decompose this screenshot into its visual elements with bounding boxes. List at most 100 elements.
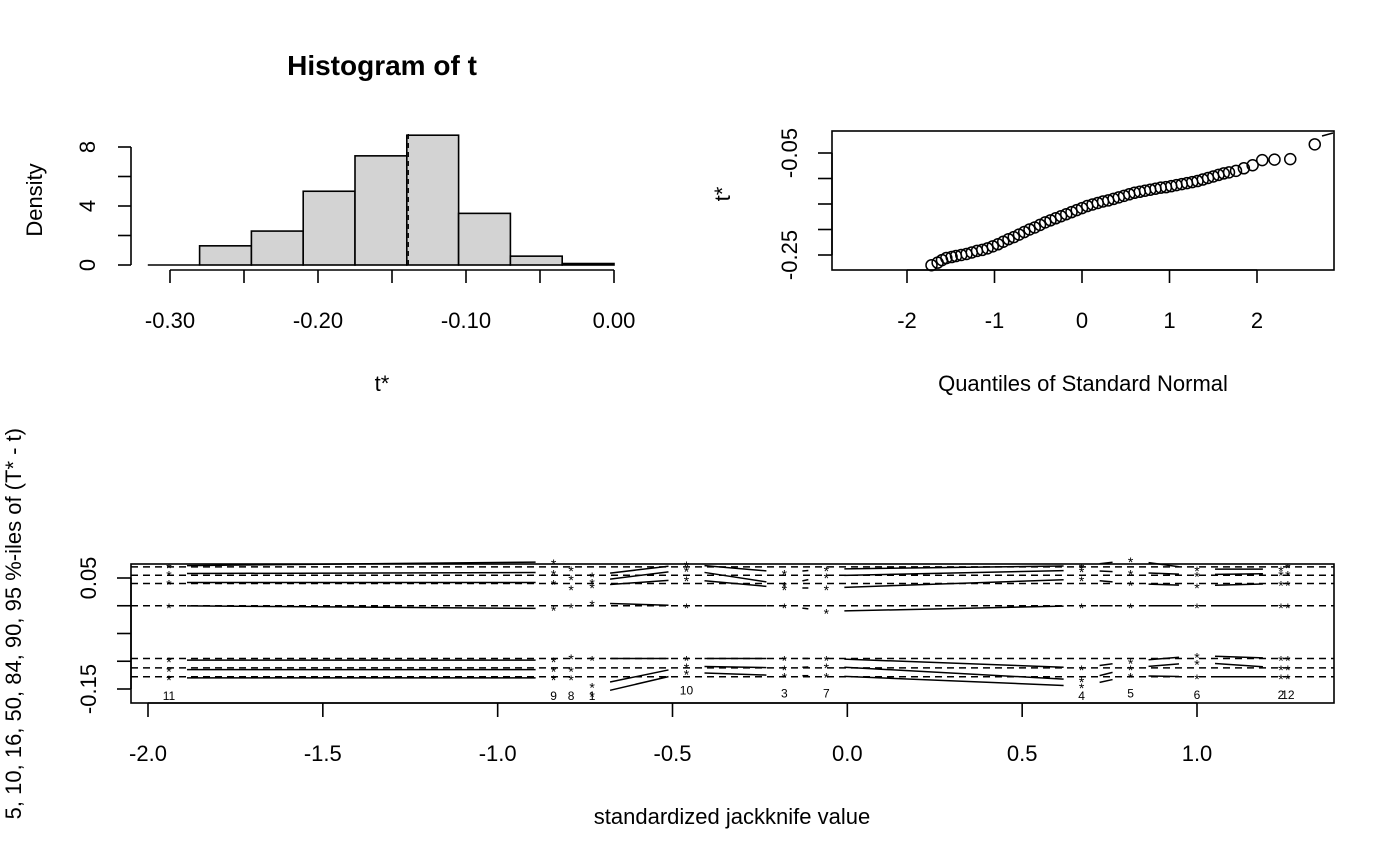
- qq-point: [1229, 164, 1243, 178]
- jackknife-quantile-star: *: [1278, 662, 1284, 678]
- jackknife-quantile-star: *: [589, 580, 595, 596]
- jackknife-quantile-star: *: [684, 564, 690, 580]
- jackknife-quantile-line: [1099, 561, 1113, 565]
- qq-point: [1321, 132, 1334, 137]
- jackknife-quantile-star: *: [684, 666, 690, 682]
- qq-points: [925, 132, 1334, 272]
- jackknife-quantile-star: *: [1079, 680, 1085, 696]
- jackknife-x-tick-label: 0.0: [832, 741, 863, 766]
- jackknife-quantile-star: *: [1278, 568, 1284, 584]
- jackknife-quantile-star: *: [1128, 578, 1134, 594]
- jackknife-quantile-star: *: [568, 664, 574, 680]
- qq-point: [1246, 158, 1259, 172]
- qq-plot-frame: [831, 130, 1335, 271]
- jackknife-observation-label: 5: [1127, 687, 1134, 701]
- jackknife-quantile-star: *: [1079, 564, 1085, 580]
- jackknife-y-tick-label: 0.05: [76, 557, 101, 600]
- jackknife-quantile-star: *: [1194, 600, 1200, 616]
- jackknife-quantile-star: *: [1278, 563, 1284, 579]
- jackknife-quantile-line: [704, 571, 767, 583]
- jackknife-quantile-star: *: [551, 603, 557, 619]
- jackknife-quantile-star: *: [1128, 600, 1134, 616]
- histogram-bar: [302, 190, 356, 266]
- jackknife-y-tick-label: -0.15: [76, 664, 101, 714]
- jackknife-quantile-star: *: [824, 605, 830, 621]
- jackknife-quantile-line: [609, 571, 669, 580]
- jackknife-observation-label: 7: [823, 687, 830, 701]
- jackknife-quantile-star: *: [1128, 554, 1134, 570]
- jackknife-quantile-star: *: [824, 670, 830, 686]
- jackknife-quantile-line: [704, 672, 767, 676]
- histogram-x-tick-label: 0.00: [593, 308, 636, 333]
- jackknife-quantile-star: *: [551, 654, 557, 670]
- jackknife-quantile-star: *: [568, 572, 574, 588]
- jackknife-quantile-line: [1214, 662, 1263, 668]
- jackknife-quantile-star: *: [166, 560, 172, 576]
- qq-point: [1049, 212, 1062, 225]
- qq-point: [1002, 232, 1015, 246]
- jackknife-observation-label: 8: [568, 689, 575, 703]
- jackknife-quantile-star: *: [568, 563, 574, 579]
- jackknife-x-tick-label: -2.0: [129, 741, 167, 766]
- jackknife-y-axis: -0.15 0.05: [76, 557, 132, 714]
- histogram-x-tick-label: -0.30: [145, 308, 195, 333]
- jackknife-x-axis: -2.0 -1.5 -1.0 -0.5 0.0 0.5 1.0: [129, 702, 1212, 766]
- qq-point: [1284, 152, 1297, 166]
- qq-point: [1023, 223, 1036, 236]
- jackknife-quantile-lines: [186, 561, 1263, 692]
- jackknife-quantile-star: *: [1079, 560, 1085, 576]
- qq-point: [945, 250, 958, 264]
- jackknife-quantile-star: *: [551, 576, 557, 592]
- jackknife-quantile-star: *: [1194, 650, 1200, 666]
- jackknife-x-tick-label: -1.5: [304, 741, 342, 766]
- jackknife-quantile-line: [1214, 583, 1263, 587]
- qq-point: [925, 258, 938, 272]
- qq-point: [940, 251, 953, 265]
- jackknife-observation-label: 3: [781, 687, 788, 701]
- jackknife-quantile-line: [704, 564, 767, 572]
- jackknife-quantile-line: [609, 675, 669, 692]
- qq-x-tick-label: 1: [1163, 308, 1175, 333]
- jackknife-quantile-star: *: [824, 570, 830, 586]
- jackknife-quantile-star: *: [589, 652, 595, 668]
- jackknife-quantile-star: *: [782, 662, 788, 678]
- jackknife-panel: standardized jackknife value 5, 10, 16, …: [1, 428, 1335, 829]
- jackknife-xlabel: standardized jackknife value: [594, 804, 870, 829]
- histogram-bar: [354, 155, 408, 266]
- qq-point: [986, 240, 999, 253]
- histogram-y-tick-label: 4: [75, 200, 100, 212]
- histogram-x-tick-label: -0.20: [293, 308, 343, 333]
- histogram-xlabel: t*: [375, 371, 390, 396]
- jackknife-quantile-star: *: [684, 573, 690, 589]
- jackknife-quantile-star: *: [824, 563, 830, 579]
- jackknife-quantile-line: [1148, 561, 1180, 568]
- jackknife-quantile-line: [844, 578, 1064, 589]
- qq-point: [1222, 166, 1236, 179]
- jackknife-quantile-star: *: [589, 569, 595, 585]
- jackknife-quantile-star: *: [1128, 670, 1134, 686]
- histogram-bar: [457, 212, 512, 266]
- jackknife-quantile-star: *: [589, 689, 595, 705]
- jackknife-quantile-star: *: [1285, 662, 1291, 678]
- jackknife-quantile-line: [1099, 579, 1113, 583]
- histogram-x-axis: -0.30 -0.20 -0.10 0.00: [145, 269, 636, 333]
- jackknife-quantile-star: *: [1079, 674, 1085, 690]
- jackknife-quantile-line: [1099, 662, 1113, 667]
- jackknife-quantile-star: *: [824, 582, 830, 598]
- jackknife-quantile-line: [609, 669, 669, 683]
- histogram-ylabel: Density: [22, 163, 47, 236]
- jackknife-observation-label: 4: [1078, 689, 1085, 703]
- jackknife-quantile-star: *: [782, 652, 788, 668]
- jackknife-quantile-line: [186, 561, 536, 567]
- jackknife-quantile-line: [844, 675, 1064, 687]
- jackknife-quantile-star: *: [551, 672, 557, 688]
- histogram-bar: [405, 134, 460, 266]
- jackknife-quantile-line: [1148, 572, 1180, 575]
- qq-plot-panel: Quantiles of Standard Normal t* -2 -1 0 1 2 …: [710, 128, 1335, 396]
- qq-point: [1237, 162, 1251, 175]
- jackknife-quantile-star: *: [568, 582, 574, 598]
- qq-x-tick-label: -1: [985, 308, 1005, 333]
- histogram-y-tick-label: 0: [75, 259, 100, 271]
- histogram-title: Histogram of t: [287, 50, 477, 81]
